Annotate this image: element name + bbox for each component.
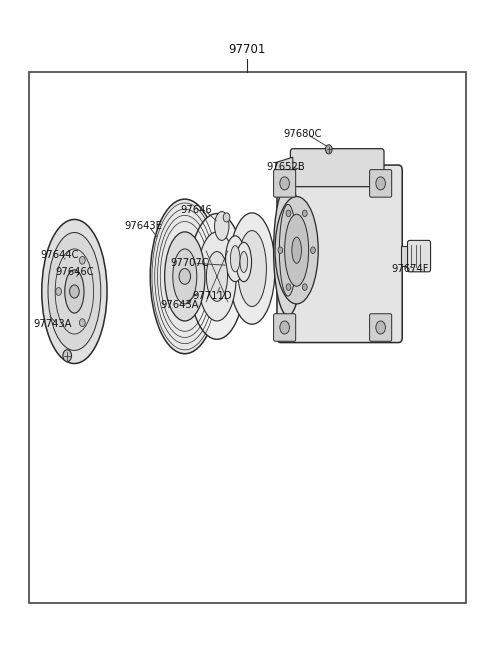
Circle shape — [286, 210, 291, 217]
FancyBboxPatch shape — [274, 314, 296, 341]
Circle shape — [376, 321, 385, 334]
Text: 97707C: 97707C — [170, 258, 209, 269]
Ellipse shape — [238, 231, 266, 307]
FancyBboxPatch shape — [274, 170, 296, 197]
Text: 97652B: 97652B — [266, 162, 305, 172]
Ellipse shape — [226, 236, 245, 282]
Text: 97711D: 97711D — [192, 291, 232, 301]
Text: 97644C: 97644C — [41, 250, 79, 261]
Ellipse shape — [65, 270, 84, 313]
Ellipse shape — [285, 214, 309, 286]
Text: 97643A: 97643A — [161, 299, 199, 310]
Bar — [401, 246, 409, 266]
Ellipse shape — [173, 249, 197, 304]
Text: 97701: 97701 — [228, 43, 266, 56]
Ellipse shape — [215, 212, 229, 240]
Circle shape — [80, 256, 85, 264]
Circle shape — [56, 288, 61, 295]
Text: 97680C: 97680C — [283, 129, 322, 140]
Ellipse shape — [206, 252, 228, 301]
Circle shape — [376, 177, 385, 190]
Ellipse shape — [274, 185, 302, 316]
Ellipse shape — [198, 232, 236, 321]
Circle shape — [286, 284, 291, 290]
Ellipse shape — [236, 242, 252, 282]
Circle shape — [280, 321, 289, 334]
Ellipse shape — [240, 252, 248, 272]
Ellipse shape — [150, 199, 219, 354]
FancyBboxPatch shape — [370, 170, 392, 197]
Circle shape — [278, 247, 283, 253]
Polygon shape — [275, 157, 293, 173]
Text: 97674F: 97674F — [391, 263, 429, 274]
FancyBboxPatch shape — [277, 165, 402, 343]
FancyBboxPatch shape — [408, 240, 431, 272]
Ellipse shape — [165, 232, 205, 321]
Bar — [29, 72, 466, 603]
Circle shape — [311, 247, 315, 253]
FancyBboxPatch shape — [290, 149, 384, 187]
FancyBboxPatch shape — [370, 314, 392, 341]
Ellipse shape — [230, 246, 240, 272]
Ellipse shape — [279, 204, 297, 296]
Circle shape — [280, 177, 289, 190]
Circle shape — [223, 213, 230, 222]
Text: 97646C: 97646C — [55, 267, 94, 277]
Circle shape — [63, 350, 72, 362]
Circle shape — [325, 145, 332, 154]
Ellipse shape — [42, 219, 107, 364]
Ellipse shape — [292, 237, 301, 263]
Ellipse shape — [229, 213, 275, 324]
Ellipse shape — [48, 233, 101, 350]
Circle shape — [70, 285, 79, 298]
Ellipse shape — [275, 196, 318, 304]
Ellipse shape — [189, 214, 245, 339]
Text: 97643E: 97643E — [125, 221, 163, 231]
Text: 97743A: 97743A — [34, 319, 72, 329]
Circle shape — [179, 269, 191, 284]
Text: 97646: 97646 — [180, 204, 212, 215]
Circle shape — [302, 284, 307, 290]
Circle shape — [302, 210, 307, 217]
Circle shape — [80, 319, 85, 327]
